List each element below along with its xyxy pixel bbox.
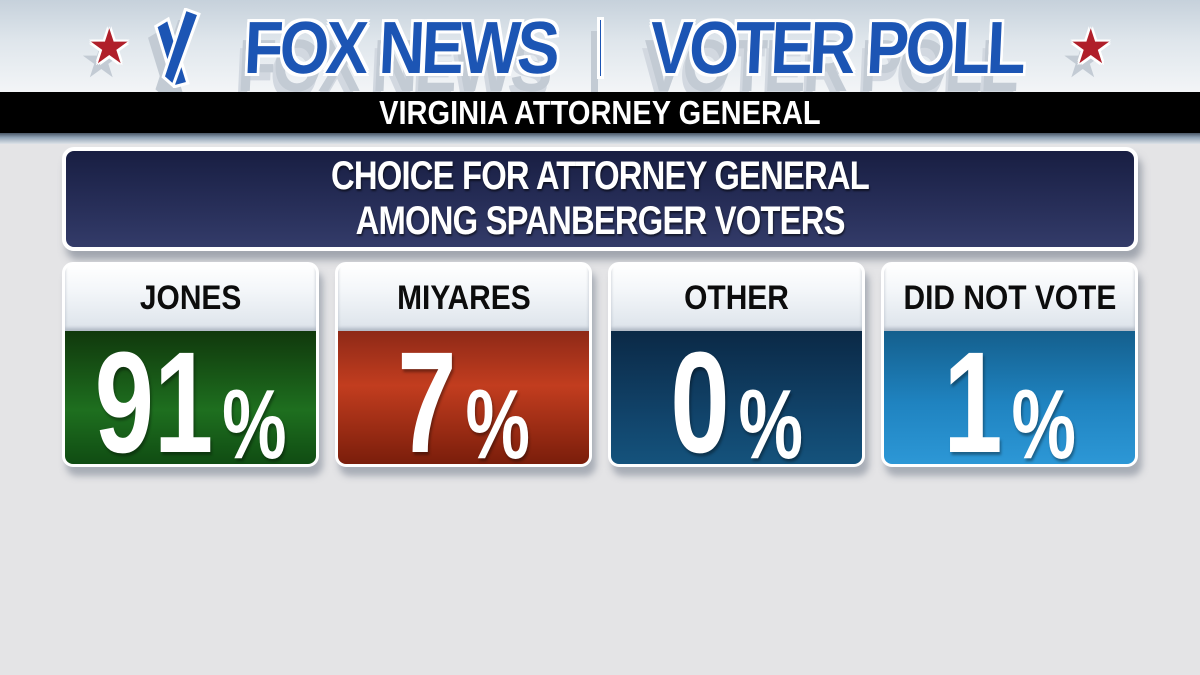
- card-value: 1 %: [884, 322, 1135, 467]
- percent-value: 91 %: [94, 322, 287, 467]
- card-header: OTHER: [611, 265, 862, 331]
- poll-title-line2: AMONG SPANBERGER VOTERS: [355, 199, 845, 243]
- percent-value: 7 %: [397, 322, 530, 467]
- card-header: MIYARES: [338, 265, 589, 331]
- searchlight-icon: [153, 8, 201, 88]
- percent-number: 1: [943, 322, 1003, 467]
- result-card-miyares: MIYARES 7 %: [335, 262, 592, 467]
- card-value: 7 %: [338, 322, 589, 467]
- result-card-other: OTHER 0 %: [608, 262, 865, 467]
- result-card-jones: JONES 91 %: [62, 262, 319, 467]
- percent-sign: %: [738, 369, 803, 467]
- percent-number: 7: [397, 322, 457, 467]
- topic-text: VIRGINIA ATTORNEY GENERAL: [379, 93, 821, 131]
- percent-sign: %: [1011, 369, 1076, 467]
- logo-band: ★ FOX NEWS VOTER POLL ★: [0, 0, 1200, 92]
- card-value: 91 %: [65, 322, 316, 467]
- card-header: DID NOT VOTE: [884, 265, 1135, 331]
- program-text: VOTER POLL: [648, 6, 1025, 89]
- star-icon-left: ★: [87, 21, 131, 74]
- card-label: MIYARES: [396, 278, 531, 317]
- percent-value: 1 %: [943, 322, 1076, 467]
- topic-bar: VIRGINIA ATTORNEY GENERAL: [0, 92, 1200, 133]
- brand-text: FOX NEWS: [242, 6, 558, 89]
- percent-number: 91: [94, 322, 214, 467]
- result-card-did-not-vote: DID NOT VOTE 1 %: [881, 262, 1138, 467]
- card-label: OTHER: [684, 278, 789, 317]
- logo-divider: [597, 17, 605, 79]
- card-value: 0 %: [611, 322, 862, 467]
- poll-title-line1: CHOICE FOR ATTORNEY GENERAL: [331, 154, 870, 199]
- percent-value: 0 %: [670, 322, 803, 467]
- percent-sign: %: [465, 369, 530, 467]
- percent-sign: %: [221, 369, 287, 467]
- results-row: JONES 91 % MIYARES 7 % OTHER: [62, 262, 1138, 467]
- percent-number: 0: [670, 322, 730, 467]
- poll-title-box: CHOICE FOR ATTORNEY GENERAL AMONG SPANBE…: [62, 147, 1138, 251]
- fox-news-logo: ★ FOX NEWS VOTER POLL ★: [0, 4, 1200, 92]
- card-header: JONES: [65, 265, 316, 331]
- divider-line: [0, 133, 1200, 144]
- card-label: DID NOT VOTE: [903, 278, 1116, 317]
- card-label: JONES: [139, 278, 242, 317]
- star-icon-right: ★: [1069, 21, 1113, 74]
